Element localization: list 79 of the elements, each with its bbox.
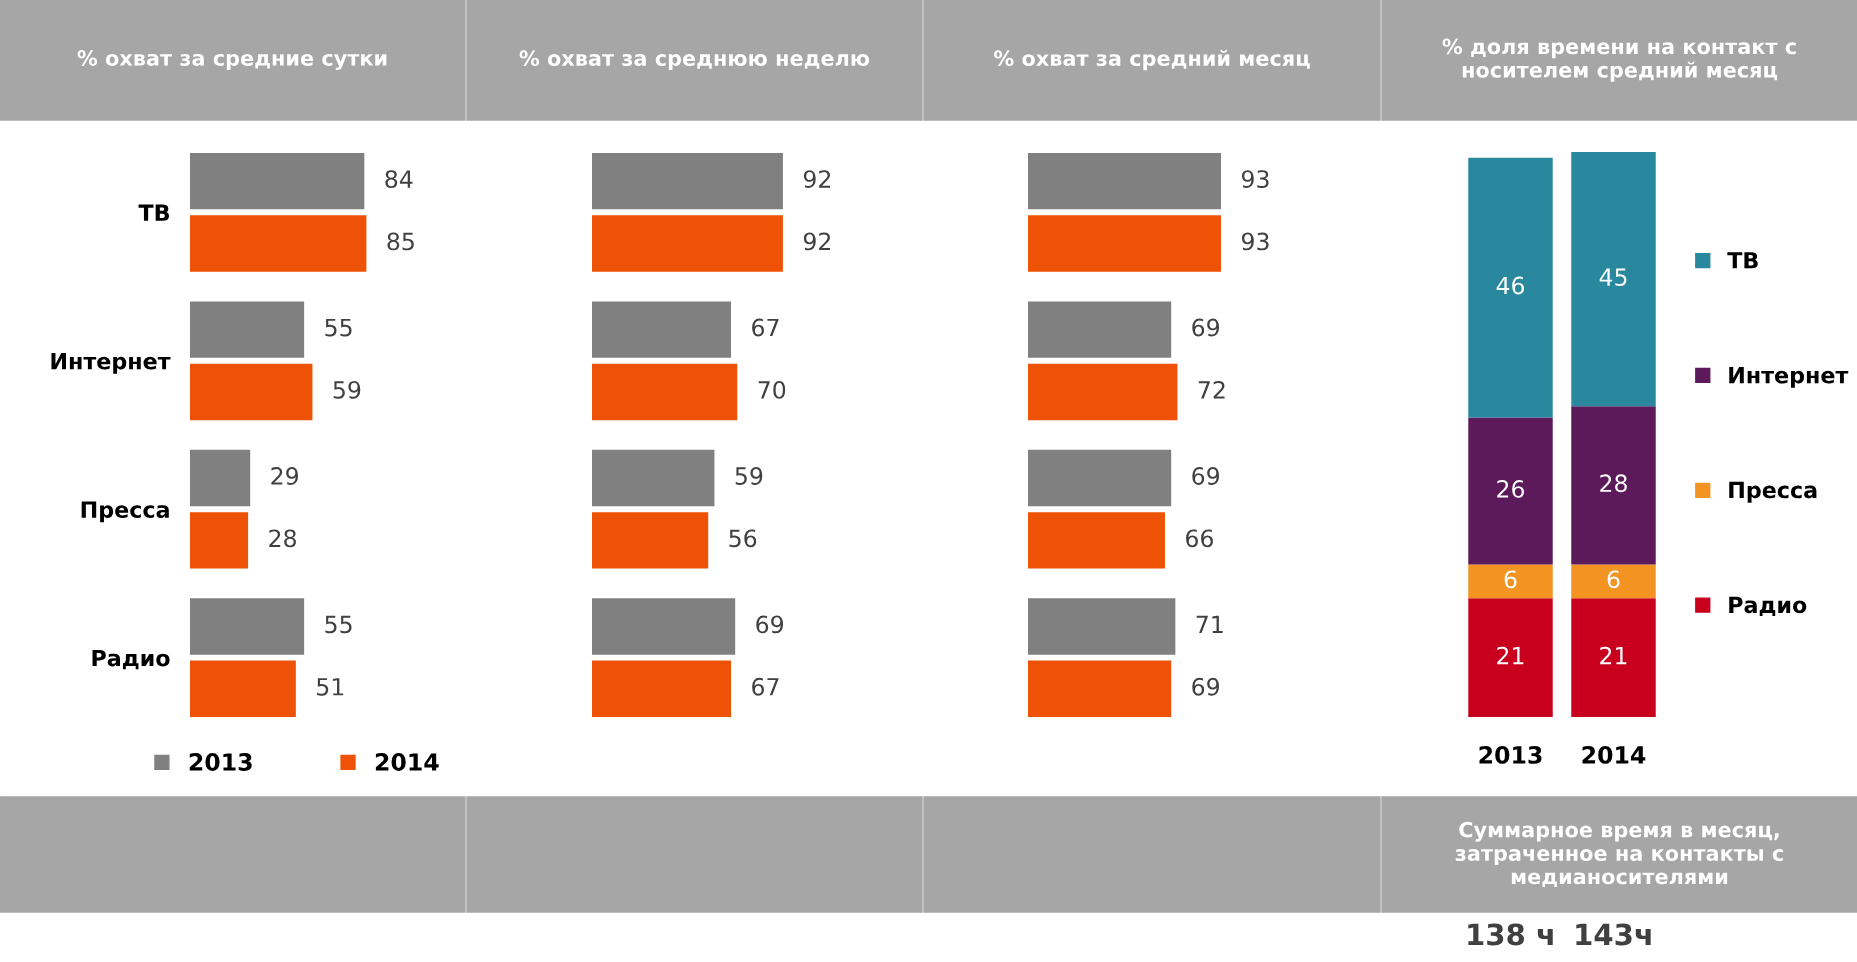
data-label: 69 — [1192, 318, 1220, 337]
data-label: 69 — [756, 615, 784, 634]
data-label: 51 — [317, 678, 344, 696]
bar — [1028, 363, 1178, 421]
y-tick-label: Интернет — [51, 353, 171, 374]
data-label: 28 — [1600, 474, 1627, 493]
data-label: 55 — [325, 318, 352, 337]
legend-label: ТВ — [1727, 252, 1758, 269]
chart-title: % охват за среднюю неделю — [519, 50, 870, 71]
bar — [1468, 417, 1553, 565]
data-label: 26 — [1497, 479, 1525, 498]
data-label: 69 — [1192, 677, 1220, 696]
bar — [1028, 598, 1176, 655]
data-label: 70 — [758, 380, 786, 399]
legend-label: Радио — [1729, 596, 1807, 616]
bar — [1571, 406, 1656, 565]
bar — [190, 660, 296, 718]
chart-title: % охват за средний месяц — [994, 49, 1310, 71]
bar — [1028, 449, 1172, 507]
bar — [1028, 660, 1172, 718]
data-label: 55 — [325, 615, 352, 634]
data-label: 72 — [1198, 380, 1225, 399]
bar — [592, 215, 783, 272]
data-label: 67 — [752, 677, 779, 696]
bar — [592, 449, 715, 507]
bar — [592, 660, 732, 718]
data-label: 45 — [1599, 268, 1627, 286]
data-label: 6 — [1607, 570, 1620, 589]
bar — [190, 363, 313, 421]
legend-label: Интернет — [1729, 367, 1849, 388]
data-label: 69 — [1192, 467, 1220, 485]
bar — [190, 449, 251, 507]
chart-title: % охват за средние сутки — [77, 50, 387, 71]
bar — [190, 215, 367, 272]
text: Суммарное время в месяц, затраченное на контакты с медианосителями — [1455, 821, 1783, 887]
data-label: 85 — [387, 232, 414, 251]
bar — [1028, 301, 1172, 358]
bar — [592, 152, 783, 210]
bar — [592, 363, 738, 421]
bar — [190, 598, 305, 655]
bar — [1028, 152, 1221, 210]
data-label: 29 — [271, 467, 299, 485]
bar — [592, 512, 709, 569]
data-label: 59 — [735, 467, 763, 485]
bar — [190, 301, 305, 358]
data-label: 71 — [1196, 615, 1223, 633]
bar — [1028, 512, 1165, 569]
text: 143ч — [1576, 923, 1651, 946]
data-label: 93 — [1241, 232, 1269, 251]
chart-title: % доля времени на контакт с носителем средний месяц — [1442, 38, 1796, 82]
data-label: 46 — [1496, 276, 1525, 295]
bar — [1028, 215, 1221, 272]
bar — [592, 598, 736, 655]
y-tick-label: ТВ — [138, 204, 169, 221]
data-label: 56 — [729, 529, 757, 548]
data-label: 67 — [752, 318, 779, 337]
y-tick-label: Пресса — [81, 501, 169, 523]
bar — [1571, 152, 1656, 407]
data-label: 6 — [1504, 570, 1517, 589]
bar — [190, 512, 249, 569]
bar — [1571, 598, 1656, 717]
bar — [1468, 598, 1553, 717]
data-label: 66 — [1186, 529, 1213, 548]
bar — [1571, 564, 1656, 599]
data-label: 84 — [385, 170, 413, 189]
bar — [1468, 157, 1553, 418]
data-label: 93 — [1241, 170, 1269, 189]
text: 138 ч — [1468, 923, 1553, 946]
data-label: 21 — [1600, 646, 1627, 665]
bar — [1468, 564, 1553, 599]
bar — [592, 301, 732, 358]
data-label: 92 — [803, 232, 831, 251]
legend-label: Пресса — [1729, 481, 1817, 503]
data-label: 28 — [269, 529, 296, 548]
data-label: 59 — [333, 380, 361, 399]
y-tick-label: Радио — [92, 649, 170, 670]
data-label: 21 — [1497, 646, 1524, 665]
data-label: 92 — [803, 170, 831, 189]
bar — [190, 152, 365, 210]
